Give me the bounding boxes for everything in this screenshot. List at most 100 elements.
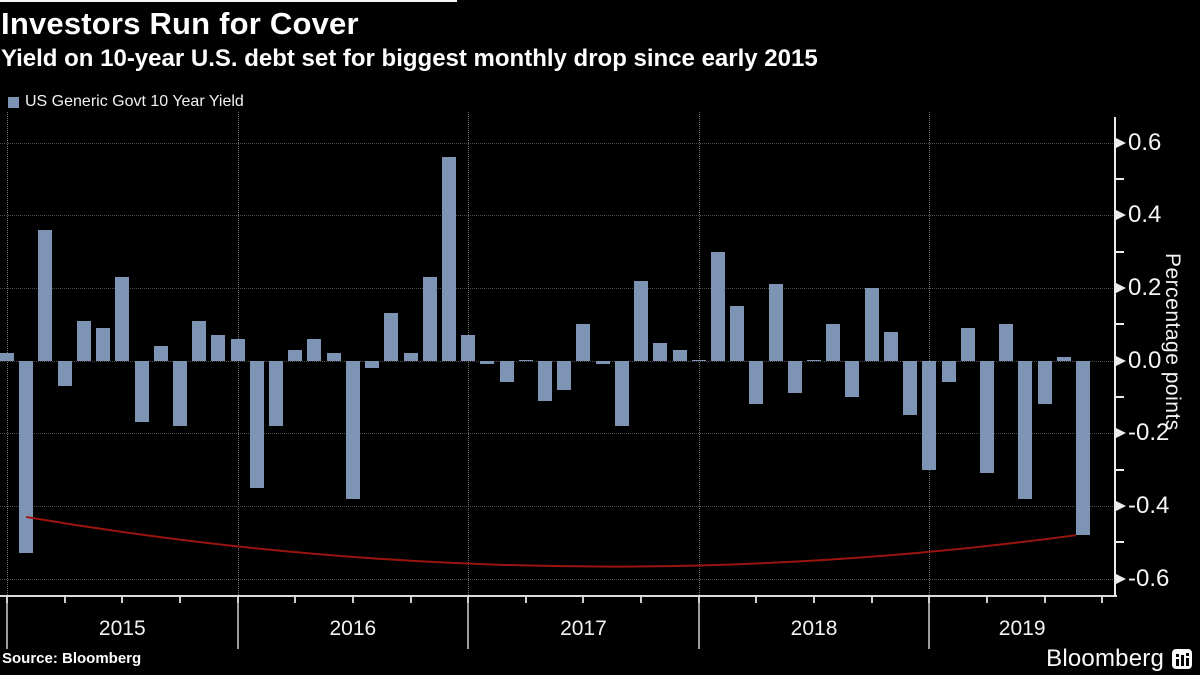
x-axis-tick — [351, 597, 354, 603]
bar-2016-07 — [365, 360, 380, 368]
bar-2015-08 — [153, 346, 168, 361]
bar-2015-03 — [57, 360, 72, 387]
gridline-horizontal — [0, 578, 1115, 580]
bar-2018-10 — [883, 331, 898, 361]
bar-2017-02 — [499, 360, 514, 383]
bar-2015-04 — [76, 320, 91, 361]
bar-2017-06 — [576, 324, 591, 361]
year-separator — [236, 597, 239, 649]
x-axis-tick — [697, 597, 700, 603]
bloomberg-wordmark: Bloomberg — [1046, 645, 1164, 672]
bar-2018-08 — [845, 360, 860, 398]
x-axis-year-label: 2018 — [790, 617, 838, 640]
y-axis-tick-major — [1116, 428, 1126, 439]
bar-2015-06 — [115, 277, 130, 361]
bar-2019-02 — [960, 327, 975, 361]
y-axis-tick-major — [1116, 210, 1126, 221]
gridline-horizontal — [0, 288, 1115, 289]
y-axis-tick-major — [1116, 137, 1126, 148]
x-axis-tick — [63, 597, 66, 603]
bar-2016-05 — [326, 353, 341, 361]
bloomberg-logo: Bloomberg — [1046, 645, 1192, 673]
gridline-horizontal — [0, 506, 1115, 508]
x-axis-tick — [755, 597, 758, 603]
bar-2015-01 — [19, 360, 34, 554]
bar-2017-09 — [634, 280, 649, 361]
bar-2019-07 — [1056, 357, 1071, 361]
bar-2018-01 — [710, 251, 725, 361]
bar-2019-05 — [1018, 360, 1033, 499]
bar-2019-03 — [979, 360, 994, 474]
bar-2019-06 — [1037, 360, 1052, 405]
top-rule — [0, 0, 457, 2]
bar-2017-07 — [595, 360, 610, 365]
bar-2017-05 — [557, 360, 572, 390]
source-note: Source: Bloomberg — [2, 650, 142, 667]
bar-2016-11 — [441, 157, 456, 361]
y-axis-tick-label: -0.4 — [1128, 492, 1170, 520]
year-separator — [928, 597, 931, 649]
bar-2016-01 — [249, 360, 264, 488]
bar-2017-11 — [672, 349, 687, 361]
chart-subtitle: Yield on 10-year U.S. debt set for bigge… — [1, 45, 818, 72]
y-axis-title: Percentage points — [1161, 253, 1184, 431]
x-axis-tick — [1101, 597, 1104, 603]
x-axis-tick — [294, 597, 297, 603]
bar-2018-03 — [749, 360, 764, 405]
bar-2016-08 — [384, 313, 399, 361]
bar-2016-12 — [461, 335, 476, 361]
bar-2017-01 — [480, 360, 495, 365]
gridline-horizontal — [0, 215, 1115, 217]
bar-2019-04 — [999, 324, 1014, 361]
gridline-vertical — [698, 112, 700, 595]
x-axis-tick — [582, 597, 585, 603]
x-axis-tick — [467, 597, 470, 603]
bar-2017-03 — [518, 359, 533, 362]
x-axis-tick — [1043, 597, 1046, 603]
x-axis-year-label: 2016 — [329, 617, 377, 640]
y-axis-tick-label: 0.2 — [1128, 274, 1162, 301]
year-separator — [467, 597, 470, 649]
x-axis-tick — [985, 597, 988, 603]
x-axis-year-label: 2017 — [560, 617, 607, 640]
x-axis-year-label: 2015 — [98, 617, 146, 640]
y-axis-tick-minor — [1116, 177, 1124, 180]
bar-2015-05 — [96, 327, 111, 361]
year-separator — [697, 597, 700, 649]
bar-2018-07 — [826, 324, 841, 361]
chart-title: Investors Run for Cover — [1, 6, 359, 41]
bar-2018-05 — [787, 360, 802, 394]
y-axis-tick-major — [1116, 355, 1126, 366]
y-axis-tick-label: 0.0 — [1128, 346, 1162, 374]
y-axis-tick-minor — [1116, 396, 1124, 399]
y-axis-tick-label: -0.2 — [1128, 419, 1170, 447]
bar-2019-01 — [941, 360, 956, 383]
bar-2015-11 — [211, 335, 226, 361]
bar-2016-06 — [345, 360, 360, 499]
bar-2016-02 — [269, 360, 283, 427]
bar-2015-07 — [134, 360, 149, 423]
bar-2017-04 — [538, 360, 553, 401]
bar-2018-12 — [922, 360, 937, 470]
bar-2018-02 — [730, 306, 745, 361]
legend-label: US Generic Govt 10 Year Yield — [25, 93, 244, 110]
x-axis-tick — [6, 597, 8, 603]
bar-2016-03 — [288, 349, 303, 361]
bar-2019-08 — [1076, 360, 1091, 536]
x-axis-tick — [409, 597, 412, 603]
y-axis-tick-minor — [1116, 250, 1124, 253]
legend: US Generic Govt 10 Year Yield — [8, 93, 244, 111]
y-axis-tick-label: 0.4 — [1128, 201, 1162, 229]
legend-swatch-icon — [8, 96, 19, 108]
x-axis-tick — [524, 597, 527, 603]
bar-chart-icon — [1172, 649, 1192, 669]
bar-2016-09 — [403, 353, 418, 361]
y-axis-tick-minor — [1116, 323, 1124, 326]
bar-2017-08 — [614, 360, 629, 427]
bar-2017-12 — [691, 359, 706, 362]
bar-2015-09 — [172, 360, 187, 427]
bar-2018-09 — [864, 288, 879, 361]
y-axis-tick-major — [1116, 573, 1126, 584]
